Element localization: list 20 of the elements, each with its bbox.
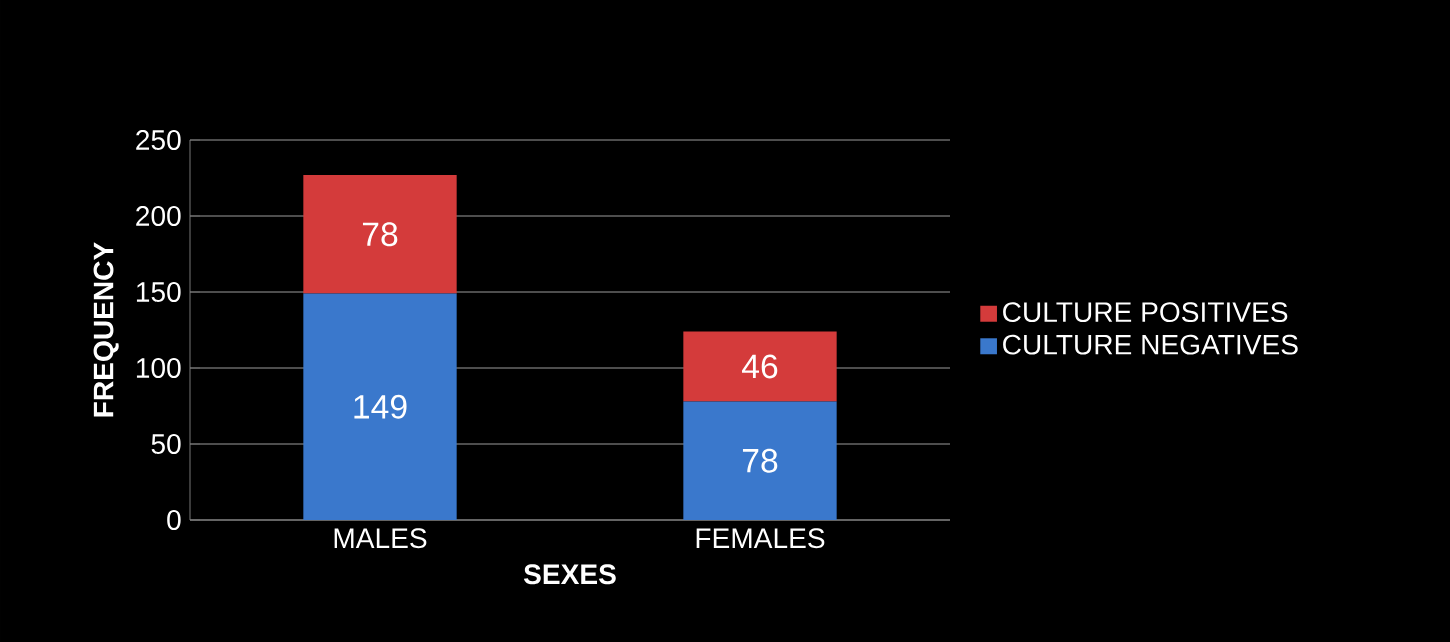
data-label: 149 [354, 394, 407, 419]
y-tick-label: 100 [136, 358, 181, 378]
y-tick-label: 250 [136, 130, 181, 150]
y-tick-label: 150 [136, 282, 181, 302]
data-label: 78 [742, 448, 778, 473]
bar [683, 331, 837, 402]
x-axis-title: SEXES [523, 564, 616, 585]
legend-label: CULTURE POSITIVES [1003, 302, 1288, 323]
data-label: 78 [362, 222, 398, 247]
bar [683, 401, 837, 520]
bar [303, 174, 457, 294]
data-label: 46 [742, 354, 778, 379]
y-tick-label: 50 [151, 434, 181, 454]
legend-label: CULTURE NEGATIVES [1003, 334, 1298, 355]
x-tick-label: FEMALES [696, 528, 825, 549]
y-tick-label: 200 [136, 206, 181, 226]
y-tick-label: 0 [167, 510, 181, 530]
x-tick-label: MALES [334, 528, 427, 549]
y-axis-title: FREQUENCY [93, 242, 119, 417]
bar [303, 293, 457, 520]
